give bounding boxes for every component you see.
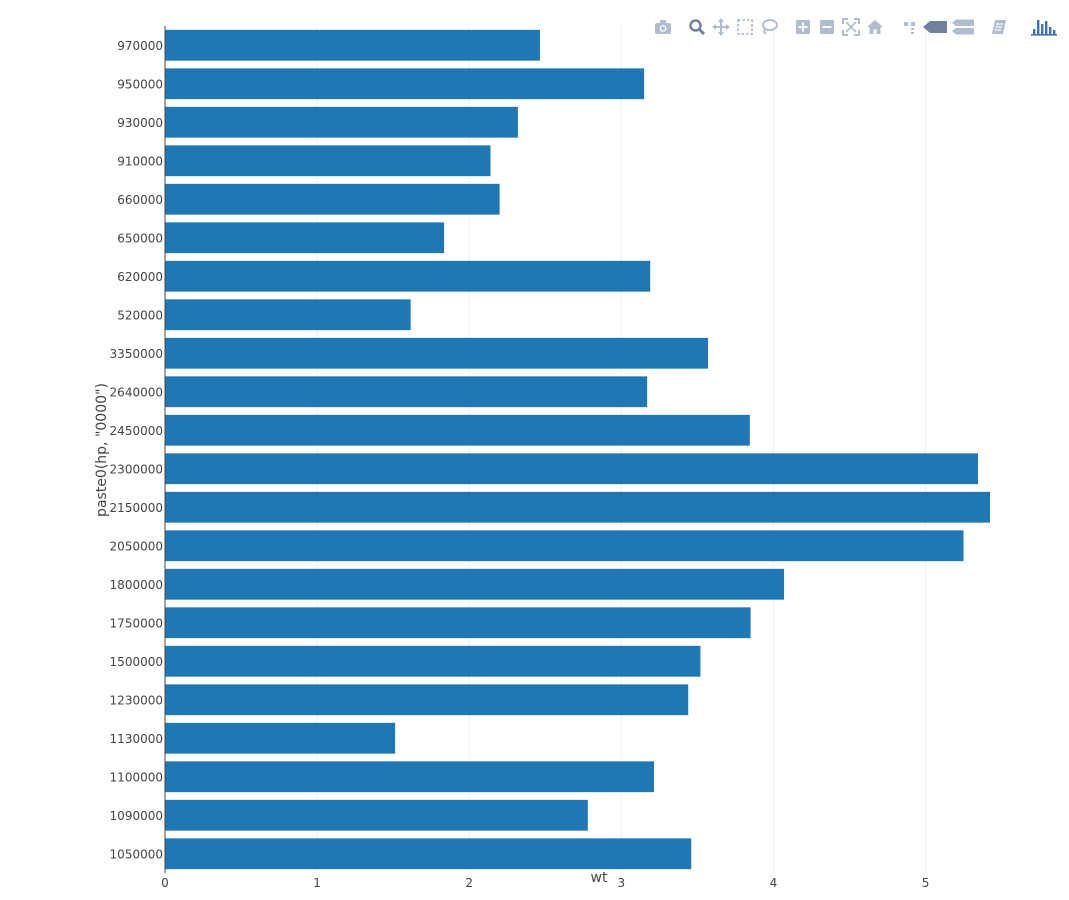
y-tick-label: 1500000 (110, 655, 163, 669)
y-tick-label: 1130000 (110, 732, 163, 746)
y-tick-label: 1800000 (110, 578, 163, 592)
bar[interactable] (165, 684, 689, 716)
collaborate-icon[interactable] (988, 16, 1010, 38)
y-tick-label: 2640000 (110, 385, 163, 399)
y-tick-label: 2300000 (110, 462, 163, 476)
bar[interactable] (165, 568, 785, 600)
bar[interactable] (165, 453, 978, 485)
bar[interactable] (165, 530, 964, 562)
hover-closest-icon[interactable] (922, 16, 948, 38)
bar[interactable] (165, 761, 655, 793)
spike-lines-icon[interactable] (898, 16, 920, 38)
modebar (652, 16, 1060, 38)
zoom-out-icon[interactable] (816, 16, 838, 38)
x-axis-title: wt (591, 870, 608, 886)
y-tick-label: 650000 (117, 231, 163, 245)
x-tick-label: 5 (922, 876, 930, 890)
y-tick-label: 1230000 (110, 693, 163, 707)
y-tick-label: 1100000 (110, 770, 163, 784)
bar[interactable] (165, 414, 750, 446)
box-select-icon[interactable] (734, 16, 756, 38)
x-tick-labels: 0 1 2 3 4 5 (161, 876, 929, 890)
bar-series[interactable] (165, 29, 990, 870)
y-tick-label: 2150000 (110, 501, 163, 515)
bar[interactable] (165, 106, 518, 138)
y-tick-label: 2050000 (110, 539, 163, 553)
y-tick-label: 620000 (117, 270, 163, 284)
zoom-in-icon[interactable] (792, 16, 814, 38)
zoom-icon[interactable] (686, 16, 708, 38)
x-tick-label: 4 (770, 876, 778, 890)
y-tick-label: 1050000 (110, 847, 163, 861)
bar[interactable] (165, 607, 751, 639)
bar[interactable] (165, 222, 445, 254)
bar[interactable] (165, 722, 396, 754)
bar[interactable] (165, 299, 411, 331)
bar[interactable] (165, 68, 645, 100)
y-tick-label: 2450000 (110, 424, 163, 438)
y-tick-label: 930000 (117, 116, 163, 130)
bar[interactable] (165, 183, 500, 215)
plotly-logo-icon[interactable] (1030, 16, 1058, 38)
x-tick-label: 3 (617, 876, 625, 890)
bar[interactable] (165, 838, 692, 870)
bar[interactable] (165, 645, 701, 677)
bar[interactable] (165, 260, 651, 292)
x-tick-label: 2 (465, 876, 473, 890)
bar[interactable] (165, 491, 990, 523)
bar[interactable] (165, 29, 540, 61)
pan-icon[interactable] (710, 16, 732, 38)
reset-axes-icon[interactable] (864, 16, 886, 38)
y-tick-label: 1090000 (110, 809, 163, 823)
y-tick-label: 1750000 (110, 616, 163, 630)
hover-compare-icon[interactable] (950, 16, 976, 38)
y-axis-title: paste0(hp, "0000") (94, 383, 110, 517)
bar[interactable] (165, 799, 588, 831)
bar[interactable] (165, 145, 491, 177)
y-tick-label: 660000 (117, 193, 163, 207)
y-tick-label: 970000 (117, 39, 163, 53)
y-tick-label: 950000 (117, 77, 163, 91)
bar[interactable] (165, 337, 709, 369)
lasso-icon[interactable] (758, 16, 780, 38)
y-tick-labels: 970000 950000 930000 910000 660000 650000 6200… (110, 39, 163, 862)
autoscale-icon[interactable] (840, 16, 862, 38)
x-tick-label: 1 (313, 876, 321, 890)
y-tick-label: 3350000 (110, 347, 163, 361)
x-tick-label: 0 (161, 876, 169, 890)
y-tick-label: 910000 (117, 154, 163, 168)
bar[interactable] (165, 376, 648, 408)
camera-icon[interactable] (652, 16, 674, 38)
y-tick-label: 520000 (117, 308, 163, 322)
